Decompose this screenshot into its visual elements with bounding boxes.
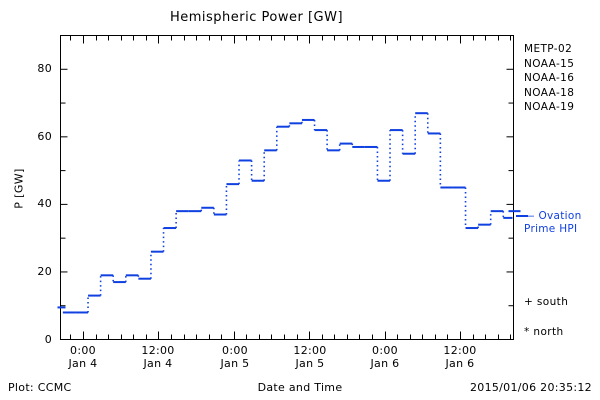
- x-tick-label: 0:00 Jan 6: [350, 344, 420, 370]
- x-tick-time: 12:00: [141, 344, 175, 357]
- x-tick-time: 0:00: [222, 344, 248, 357]
- x-axis-ticks: [70, 35, 511, 340]
- x-axis-label: Date and Time: [257, 381, 343, 394]
- x-tick-label: 0:00 Jan 5: [200, 344, 270, 370]
- x-tick-label: 12:00 Jan 5: [275, 344, 345, 370]
- legend-entry-noaa-16: NOAA-16: [524, 71, 574, 86]
- y-axis-ticks: [60, 35, 514, 340]
- plot-frame: [60, 35, 514, 340]
- x-tick-time: 12:00: [293, 344, 327, 357]
- legend-label: NOAA-19: [524, 101, 575, 113]
- x-tick-date: Jan 4: [143, 357, 173, 370]
- legend-entry-noaa-18: NOAA-18: [524, 86, 574, 101]
- x-tick-date: Jan 6: [445, 357, 475, 370]
- legend: METP-02 NOAA-15 NOAA-16 NOAA-18 NOAA-19: [524, 42, 574, 115]
- y-tick-label: 60: [37, 129, 52, 143]
- ovation-line-2: Prime HPI: [524, 222, 578, 235]
- y-tick-label: 80: [37, 62, 52, 76]
- legend-entry-noaa-19: NOAA-19: [524, 100, 574, 115]
- x-tick-date: Jan 5: [220, 357, 250, 370]
- x-tick-time: 0:00: [70, 344, 96, 357]
- chart-title: Hemispheric Power [GW]: [169, 10, 344, 25]
- legend-label: NOAA-16: [524, 72, 575, 84]
- plot-credit: Plot: CCMC: [8, 381, 72, 394]
- legend-entry-ovation-prime-hpi: — Ovation Prime HPI: [524, 210, 582, 235]
- x-tick-label: 0:00 Jan 4: [48, 344, 118, 370]
- legend-entry-metop-02: METP-02: [524, 42, 574, 57]
- ovation-axis-markers: [57, 210, 528, 309]
- y-tick-label: 0: [44, 332, 52, 346]
- x-tick-label: 12:00 Jan 4: [123, 344, 193, 370]
- x-tick-date: Jan 6: [370, 357, 400, 370]
- legend-entry-noaa-15: NOAA-15: [524, 57, 574, 72]
- x-tick-label: 12:00 Jan 6: [425, 344, 495, 370]
- x-tick-time: 12:00: [443, 344, 477, 357]
- data-series-noaa15: [62, 112, 513, 314]
- x-tick-date: Jan 5: [295, 357, 325, 370]
- legend-label: METP-02: [524, 43, 573, 55]
- y-axis-label: P [GW]: [12, 168, 26, 209]
- y-tick-label: 20: [37, 264, 52, 278]
- legend-marker-north: * north: [524, 326, 564, 338]
- plot-timestamp: 2015/01/06 20:35:12: [469, 381, 592, 394]
- y-tick-label: 40: [37, 197, 52, 211]
- x-tick-time: 0:00: [372, 344, 398, 357]
- legend-marker-south: + south: [524, 296, 569, 308]
- legend-label: NOAA-15: [524, 57, 575, 70]
- ovation-line-1: — Ovation: [524, 210, 582, 222]
- legend-label: NOAA-18: [524, 86, 575, 99]
- x-tick-date: Jan 4: [68, 357, 98, 370]
